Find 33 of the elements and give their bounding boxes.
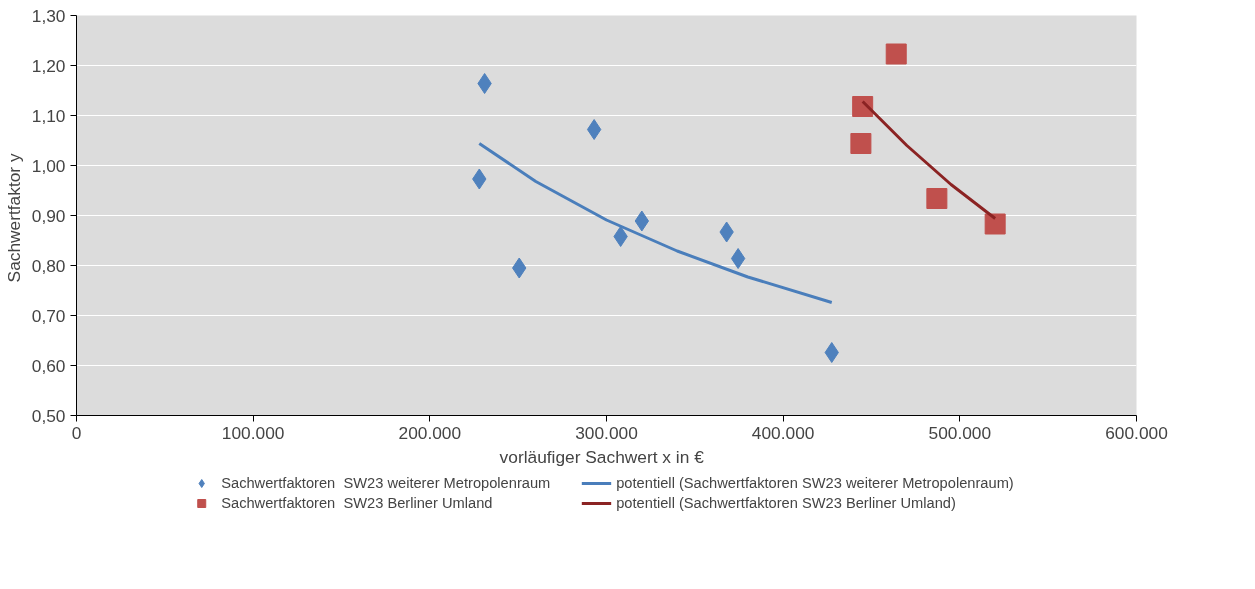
y-tick-label: 0,60	[31, 355, 66, 376]
x-tick-label: 0	[71, 422, 82, 443]
x-tick-label: 100.000	[221, 422, 285, 443]
point	[730, 248, 746, 269]
x-tick-label: 500.000	[928, 422, 992, 443]
point	[984, 213, 1006, 235]
legend-label: Sachwertfaktoren SW23 weiterer Metropolenraum	[221, 475, 552, 491]
point	[850, 133, 872, 154]
point	[613, 226, 628, 247]
point	[824, 342, 839, 363]
x-tick-label: 300.000	[575, 422, 638, 443]
y-tick-label: 0,50	[31, 405, 66, 426]
legend-label: Sachwertfaktoren SW23 Berliner Umland	[221, 495, 494, 511]
point	[477, 73, 492, 94]
point	[586, 119, 602, 140]
y-tick-label: 0,80	[31, 255, 66, 276]
point	[926, 188, 948, 209]
legend-label: potentiell (Sachwertfaktoren SW23 Berliner Umland)	[616, 495, 957, 511]
x-tick-label: 600.000	[1105, 422, 1168, 443]
x-tick-label: 200.000	[398, 422, 462, 443]
y-tick-label: 1,00	[31, 155, 66, 176]
point	[852, 96, 874, 117]
point	[885, 43, 907, 65]
line-series	[477, 142, 834, 304]
y-tick-label: 1,20	[31, 55, 66, 76]
y-tick-label: 0,70	[31, 305, 66, 326]
x-tick-label: 400.000	[751, 422, 815, 443]
y-tick-label: 1,10	[31, 105, 66, 126]
legend-label: potentiell (Sachwertfaktoren SW23 weiterer Metropolenraum)	[616, 475, 1014, 491]
y-tick-label: 1,30	[31, 5, 66, 26]
y-tick-label: 0,90	[31, 205, 66, 226]
x-axis-title: vorläufiger Sachwert x in €	[499, 446, 705, 467]
y-axis-title: Sachwertfaktor y	[3, 153, 24, 283]
